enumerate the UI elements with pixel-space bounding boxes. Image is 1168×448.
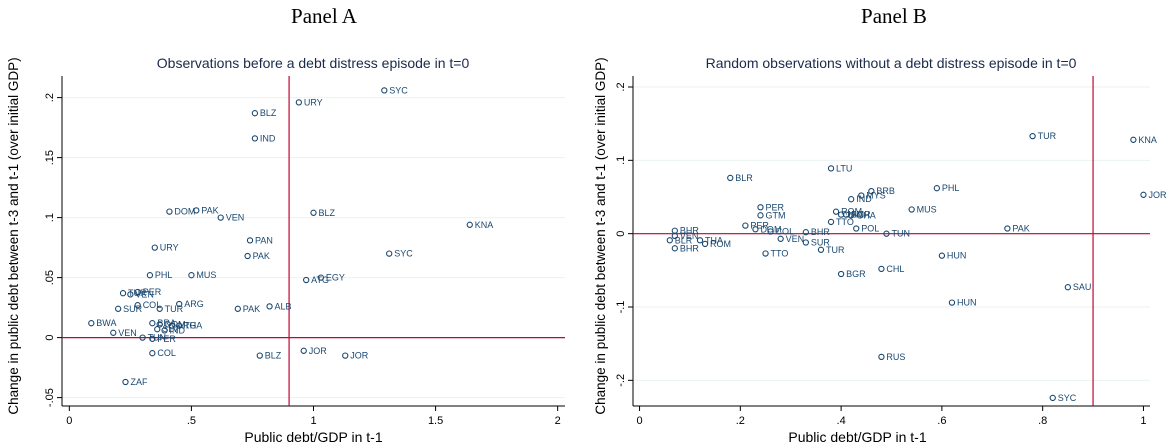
panel-a-point-label: SYC <box>389 85 408 95</box>
panel-a-point-label: MUS <box>196 270 216 280</box>
panel-b-point-label: ROM <box>710 239 731 249</box>
panel-a-point-label: VEN <box>118 328 137 338</box>
panel-a-x-tick-label: 0 <box>66 415 72 427</box>
panel-a-y-tick-label: 0 <box>44 335 56 341</box>
panel-b-x-tick-label: .4 <box>837 415 846 427</box>
panel-a-x-tick-label: .5 <box>187 415 196 427</box>
panel-a-point-label: PER <box>157 334 176 344</box>
panel-a-point-label: DOM <box>174 207 195 217</box>
panel-a-point-label: ARG <box>184 299 204 309</box>
panel-b-point-label: BHR <box>811 227 831 237</box>
panel-a-point-label: PAK <box>253 251 270 261</box>
panel-a-point-label: IND <box>260 133 276 143</box>
panel-a-x-tick-label: 2 <box>555 415 561 427</box>
panel-a-y-axis-label: Change in public debt between t-3 and t-… <box>6 57 21 414</box>
panel-b-point-label: TUR <box>826 245 845 255</box>
panel-a-x-axis-label: Public debt/GDP in t-1 <box>244 429 382 445</box>
panel-b-point-label: GTM <box>765 210 785 220</box>
panel-b-point-label: GHA <box>856 210 876 220</box>
panel-a-x-tick-label: 1.5 <box>428 415 443 427</box>
panel-a-point-label: PHL <box>155 270 173 280</box>
panel-a-y-tick-label: .05 <box>44 270 56 285</box>
panel-b-point-label: RUS <box>886 352 905 362</box>
panel-a-point-label: VEN <box>135 289 154 299</box>
panel-a-point-label: BLZ <box>319 208 336 218</box>
panel-b-point-label: TTO <box>771 248 789 258</box>
panel-a-point-label: SUR <box>123 304 143 314</box>
panel-b-point-label: JOR <box>1148 190 1167 200</box>
panel-a-point-label: PAK <box>201 205 218 215</box>
panel-b-point-label: SAU <box>1073 282 1092 292</box>
panel-a-x-tick-label: 1 <box>310 415 316 427</box>
panel-b-point-label: BHR <box>680 243 700 253</box>
panel-b-point-label: VEN <box>786 234 805 244</box>
panel-a-point-label: ZAF <box>130 377 148 387</box>
panel-a-point-label: ATG <box>311 275 329 285</box>
panel-a-chart-title: Observations before a debt distress epis… <box>157 55 470 71</box>
panel-b-point-label: BGR <box>846 269 866 279</box>
panel-b-point-label: PHL <box>942 183 960 193</box>
panel-a-point-label: KNA <box>475 220 494 230</box>
panel-a-y-tick-label: .2 <box>44 93 56 102</box>
panel-a-chart: -.05 0 .05 .1 .15 .2 0 .5 1 1.5 2 SYC URY BLZ IND DOM PA… <box>6 55 565 445</box>
panel-a-plot-area <box>62 76 565 406</box>
panel-b-point-label: CHL <box>886 264 904 274</box>
panel-a-point-label: TUR <box>165 304 184 314</box>
panel-b-point-label: SYC <box>1058 393 1077 403</box>
panel-b-y-axis-label: Change in public debt between t-3 and t-… <box>593 57 608 414</box>
panel-a-point-label: THA <box>184 321 202 331</box>
panel-b-point-label: TUN <box>891 229 910 239</box>
panel-a-y-tick-label: .15 <box>44 150 56 165</box>
panel-b-x-tick-label: .6 <box>937 415 946 427</box>
panel-b-point-label: IND <box>856 194 872 204</box>
panel-b-chart-title: Random observations without a debt distr… <box>706 55 1077 71</box>
panel-a-point-label: BLZ <box>260 108 277 118</box>
panel-b-x-tick-label: .2 <box>736 415 745 427</box>
panel-b-x-tick-label: .8 <box>1038 415 1047 427</box>
panel-b-point-label: BLR <box>735 173 753 183</box>
panel-b-point-label: HUN <box>957 298 977 308</box>
panel-b-chart: -.2-.10.1.20.2.4.6.8 1TUR KNALTUBLRPHLBRBM… <box>593 55 1167 445</box>
panel-b-y-tick-label: .1 <box>615 156 627 165</box>
panel-b-point-label: POL <box>861 224 879 234</box>
panel-a-point-label: PAK <box>243 304 260 314</box>
panel-a-y-tick-label: -.05 <box>44 388 56 407</box>
panel-a-y-tick-label: .1 <box>44 213 56 222</box>
panel-b-y-tick-label: 0 <box>615 231 627 237</box>
panel-b-point-label: MUS <box>917 204 937 214</box>
panel-a-point-label: PAN <box>255 235 273 245</box>
panel-b-y-tick-label: -.1 <box>615 301 627 314</box>
panel-a-point-label: URY <box>304 97 323 107</box>
panel-a-point-label: JOR <box>350 351 369 361</box>
panel-b-point-label: HUN <box>947 251 967 261</box>
panel-a-point-label: URY <box>160 243 179 253</box>
panel-b-point-label: PAK <box>1012 224 1029 234</box>
panel-b-x-tick-label: 1 <box>1140 415 1146 427</box>
panel-b-point-label: KNA <box>1138 135 1157 145</box>
panel-a-point-label: VEN <box>226 213 245 223</box>
panel-b-y-tick-label: .2 <box>615 82 627 91</box>
panel-b-x-tick-label: 0 <box>636 415 642 427</box>
panel-b-point-label: TUR <box>1038 131 1057 141</box>
panel-a-point-label: BLZ <box>265 351 282 361</box>
panel-a-point-label: COL <box>143 300 162 310</box>
panel-a-point-label: JOR <box>309 346 328 356</box>
panel-b-point-label: TTO <box>836 217 854 227</box>
panel-a-point-label: ALB <box>275 301 292 311</box>
panel-b-y-tick-label: -.2 <box>615 374 627 387</box>
panel-a-point-label: SYC <box>394 249 413 259</box>
panel-a-point-label: COL <box>157 348 176 358</box>
panel-b-x-axis-label: Public debt/GDP in t-1 <box>788 429 926 445</box>
panel-a-point-label: BWA <box>96 318 116 328</box>
panel-b-point-label: LTU <box>836 163 852 173</box>
